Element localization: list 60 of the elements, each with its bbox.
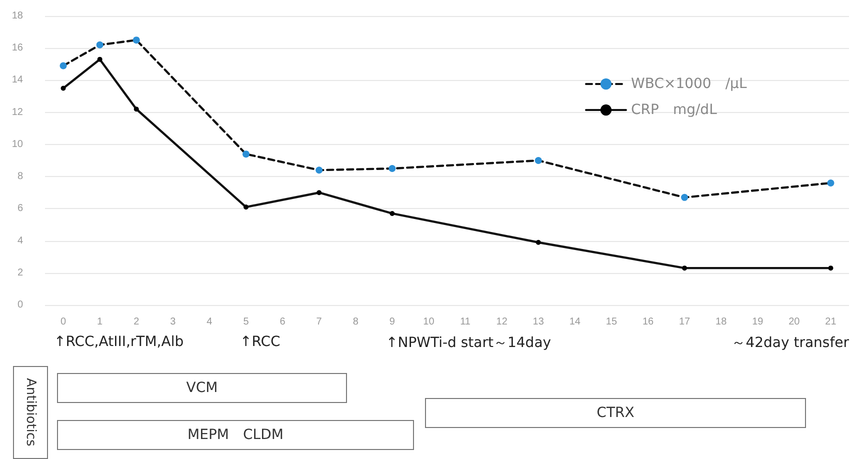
- legend-label: WBC×1000 /μL: [631, 76, 747, 92]
- point: [827, 179, 834, 186]
- x-tick-label: 11: [460, 316, 471, 328]
- point: [132, 36, 140, 44]
- y-tick-label: 6: [17, 203, 24, 214]
- y-tick-label: 12: [12, 106, 24, 118]
- text: ～42day transfer: [732, 334, 849, 352]
- point: [390, 210, 395, 216]
- label-box: CTRX: [425, 398, 806, 428]
- x-tick-label: 3: [170, 316, 176, 328]
- point: [60, 62, 67, 70]
- point: [60, 86, 66, 91]
- y-tick-label: 14: [12, 74, 24, 86]
- x-tick-label: 15: [606, 316, 618, 328]
- point: [388, 165, 396, 172]
- point: [534, 157, 542, 164]
- x-tick-label: 20: [788, 316, 800, 328]
- y-tick-label: 16: [12, 42, 24, 54]
- point: [96, 41, 104, 48]
- label-box: VCM: [57, 373, 347, 403]
- x-tick-label: 1: [97, 316, 104, 328]
- x-tick-label: 7: [316, 316, 322, 328]
- x-tick-label: 10: [423, 316, 435, 328]
- point: [97, 56, 102, 62]
- x-tick-label: 2: [134, 316, 140, 328]
- point: [134, 106, 139, 112]
- x-tick-label: 18: [716, 316, 728, 328]
- point: [316, 190, 322, 196]
- text: ↑RCC,AtIII,rTM,Alb: [54, 334, 184, 350]
- x-tick-label: 19: [752, 316, 764, 328]
- y-tick-label: 4: [17, 235, 24, 246]
- label-box: Antibiotics: [13, 366, 48, 459]
- x-tick-label: 21: [825, 316, 837, 328]
- point: [242, 150, 250, 158]
- point: [681, 194, 688, 201]
- x-tick-label: 9: [389, 316, 396, 328]
- point: [682, 266, 688, 271]
- x-tick-label: 8: [352, 316, 359, 328]
- y-tick-label: 18: [12, 10, 24, 22]
- point: [244, 204, 248, 210]
- label-box: MEPM CLDM: [57, 420, 414, 450]
- text: ↑NPWTi-d start～14day: [386, 334, 552, 352]
- y-tick-label: 10: [12, 138, 24, 150]
- y-tick-label: 2: [17, 267, 24, 278]
- x-tick-label: 13: [532, 316, 544, 328]
- point: [828, 266, 834, 271]
- x-tick-label: 0: [60, 316, 66, 328]
- x-tick-label: 6: [280, 316, 286, 328]
- x-tick-label: 14: [569, 316, 581, 328]
- text: ↑RCC: [240, 334, 280, 350]
- point: [316, 166, 323, 174]
- x-tick-label: 17: [678, 316, 691, 328]
- x-tick-label: 4: [206, 316, 213, 328]
- x-tick-label: 5: [243, 316, 250, 328]
- y-tick-label: 0: [17, 300, 24, 310]
- x-tick-label: 16: [642, 316, 654, 328]
- y-tick-label: 8: [17, 171, 24, 182]
- legend-label: CRP mg/dL: [631, 102, 718, 118]
- x-tick-label: 12: [496, 316, 508, 328]
- point: [536, 240, 541, 245]
